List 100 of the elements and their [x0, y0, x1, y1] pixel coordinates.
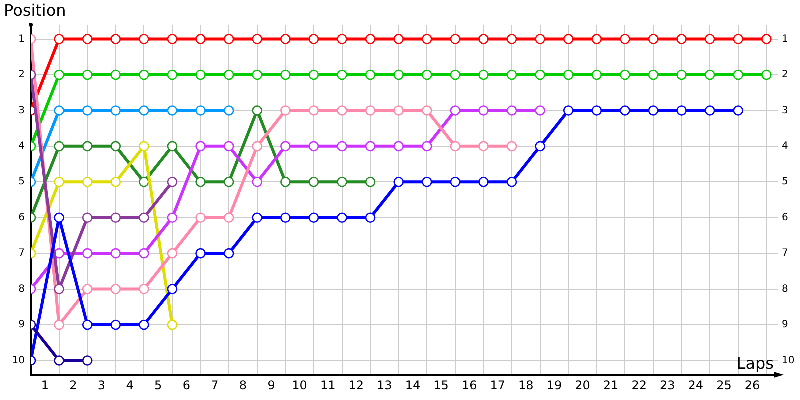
- y2-tick-label: 2: [782, 70, 788, 81]
- x-tick-label: 21: [603, 378, 619, 392]
- point: [308, 176, 320, 188]
- point: [252, 212, 263, 224]
- x-tick-label: 7: [211, 378, 219, 392]
- y2-tick-label: 10: [782, 355, 795, 366]
- point: [196, 248, 206, 259]
- point: [394, 70, 404, 80]
- point: [54, 70, 64, 80]
- point: [196, 106, 206, 116]
- point: [167, 284, 178, 294]
- point: [139, 70, 150, 80]
- point: [252, 106, 263, 116]
- y2-tick-label: 9: [782, 320, 788, 331]
- point: [337, 141, 348, 152]
- point: [54, 320, 64, 330]
- point: [733, 70, 744, 80]
- point: [167, 106, 178, 116]
- y-tick-label: 7: [18, 248, 25, 260]
- point: [196, 176, 206, 188]
- point: [365, 106, 376, 116]
- point: [478, 141, 489, 152]
- point: [422, 141, 432, 152]
- point: [82, 356, 93, 366]
- point: [620, 70, 630, 80]
- x-tick-label: 4: [126, 378, 134, 392]
- point: [676, 34, 687, 44]
- point: [535, 141, 546, 152]
- x-axis-title: Laps: [736, 354, 774, 374]
- point: [167, 248, 178, 259]
- x-tick-label: 15: [434, 378, 449, 392]
- point: [280, 176, 291, 188]
- y2-tick-label: 4: [782, 141, 788, 152]
- x-tick-label: 16: [462, 378, 478, 392]
- point: [308, 141, 320, 152]
- x-tick-label: 12: [348, 378, 364, 392]
- point: [450, 34, 461, 44]
- point: [704, 70, 716, 80]
- x-tick-label: 5: [154, 378, 162, 392]
- point: [620, 106, 630, 116]
- y-tick-label: 4: [18, 141, 25, 152]
- point: [280, 106, 291, 116]
- point: [704, 106, 716, 116]
- point: [394, 106, 404, 116]
- x-tick-label: 1: [41, 378, 49, 392]
- point: [82, 141, 93, 152]
- point: [224, 106, 234, 116]
- point: [54, 212, 64, 224]
- point: [337, 70, 348, 80]
- point: [82, 212, 93, 224]
- point: [592, 70, 602, 80]
- point: [196, 34, 206, 44]
- point: [224, 70, 234, 80]
- point: [535, 34, 546, 44]
- point: [252, 141, 263, 152]
- point: [139, 141, 150, 152]
- point: [82, 70, 93, 80]
- point: [110, 176, 122, 188]
- point: [337, 176, 348, 188]
- point: [394, 34, 404, 44]
- point: [110, 70, 122, 80]
- point: [450, 176, 461, 188]
- y2-tick-label: 1: [782, 34, 788, 45]
- point: [733, 106, 744, 116]
- point: [422, 176, 432, 188]
- x-tick-label: 14: [405, 378, 421, 392]
- point: [365, 70, 376, 80]
- point: [535, 70, 546, 80]
- point: [762, 34, 772, 44]
- point: [535, 106, 546, 116]
- y2-tick-label: 3: [782, 105, 788, 116]
- point: [139, 248, 150, 259]
- point: [563, 106, 574, 116]
- x-tick-label: 18: [518, 378, 534, 392]
- point: [478, 70, 489, 80]
- point: [139, 320, 150, 330]
- point: [252, 34, 263, 44]
- point: [365, 34, 376, 44]
- point: [478, 34, 489, 44]
- x-tick-label: 8: [239, 378, 248, 392]
- point: [478, 176, 489, 188]
- point: [308, 106, 320, 116]
- point: [394, 141, 404, 152]
- point: [422, 70, 432, 80]
- point: [139, 106, 150, 116]
- x-tick-label: 26: [744, 378, 760, 392]
- point: [167, 34, 178, 44]
- point: [506, 34, 518, 44]
- y2-tick-label: 6: [782, 212, 788, 224]
- y-tick-label: 3: [18, 105, 25, 116]
- point: [196, 141, 206, 152]
- x-tick-label: 2: [70, 378, 78, 392]
- x-tick-label: 3: [98, 378, 106, 392]
- point: [224, 248, 234, 259]
- x-tick-label: 6: [182, 378, 190, 392]
- point: [676, 70, 687, 80]
- point: [704, 34, 716, 44]
- point: [167, 320, 178, 330]
- y-tick-label: 2: [18, 70, 25, 81]
- point: [54, 356, 64, 366]
